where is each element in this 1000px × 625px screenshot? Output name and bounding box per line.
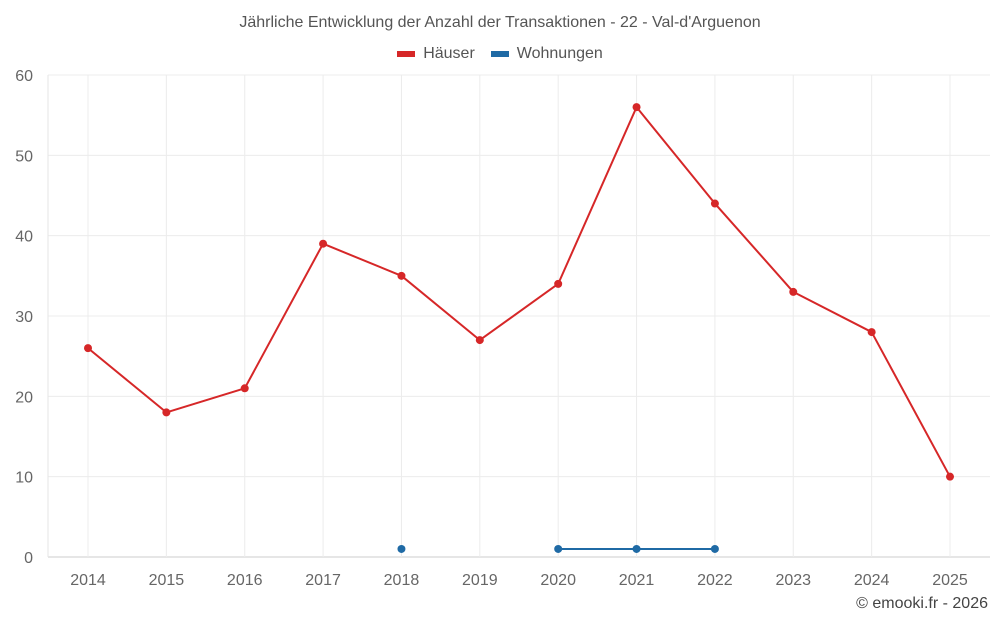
legend-item-haeuser[interactable]: Häuser bbox=[397, 45, 475, 63]
x-tick-label-2020: 2020 bbox=[540, 572, 576, 589]
point-haeuser-2023 bbox=[789, 287, 798, 296]
point-haeuser-2017 bbox=[319, 239, 328, 248]
legend-swatch-wohnungen bbox=[490, 51, 509, 57]
x-tick-label-2015: 2015 bbox=[149, 572, 185, 589]
x-tick-label-2018: 2018 bbox=[384, 572, 420, 589]
x-tick-label-2016: 2016 bbox=[227, 572, 263, 589]
y-tick-label-10: 10 bbox=[15, 470, 33, 487]
y-tick-label-0: 0 bbox=[24, 550, 33, 567]
legend-label-wohnungen: Wohnungen bbox=[516, 45, 603, 62]
point-haeuser-2018 bbox=[397, 271, 406, 280]
point-haeuser-2025 bbox=[946, 472, 954, 481]
y-tick-label-60: 60 bbox=[15, 68, 33, 85]
legend-swatch-haeuser bbox=[397, 51, 416, 57]
legend: Häuser Wohnungen bbox=[0, 45, 1000, 63]
credit-text: © emooki.fr - 2026 bbox=[856, 595, 988, 612]
point-wohnungen-2018 bbox=[397, 544, 406, 553]
legend-label-haeuser: Häuser bbox=[423, 45, 475, 62]
series-line-haeuser-0 bbox=[87, 106, 951, 478]
y-tick-label-20: 20 bbox=[15, 389, 33, 406]
x-tick-label-2024: 2024 bbox=[854, 572, 890, 589]
point-wohnungen-2020 bbox=[554, 544, 563, 553]
legend-item-wohnungen[interactable]: Wohnungen bbox=[490, 45, 603, 63]
x-tick-label-2019: 2019 bbox=[462, 572, 498, 589]
point-haeuser-2016 bbox=[240, 384, 249, 393]
point-haeuser-2021 bbox=[632, 103, 641, 112]
y-tick-label-40: 40 bbox=[15, 229, 33, 246]
chart-title: Jährliche Entwicklung der Anzahl der Tra… bbox=[239, 14, 761, 31]
point-haeuser-2015 bbox=[162, 408, 171, 417]
point-haeuser-2024 bbox=[867, 328, 876, 337]
point-haeuser-2014 bbox=[84, 344, 92, 353]
point-wohnungen-2021 bbox=[632, 544, 641, 553]
point-haeuser-2022 bbox=[710, 199, 719, 208]
x-tick-label-2022: 2022 bbox=[697, 572, 733, 589]
x-tick-label-2025: 2025 bbox=[932, 572, 968, 589]
y-tick-label-30: 30 bbox=[15, 309, 33, 326]
x-tick-label-2021: 2021 bbox=[619, 572, 655, 589]
x-tick-label-2017: 2017 bbox=[305, 572, 341, 589]
x-tick-label-2014: 2014 bbox=[70, 572, 106, 589]
point-haeuser-2020 bbox=[554, 279, 563, 288]
x-tick-label-2023: 2023 bbox=[775, 572, 811, 589]
point-wohnungen-2022 bbox=[710, 544, 719, 553]
point-haeuser-2019 bbox=[475, 336, 484, 345]
y-tick-label-50: 50 bbox=[15, 148, 33, 165]
